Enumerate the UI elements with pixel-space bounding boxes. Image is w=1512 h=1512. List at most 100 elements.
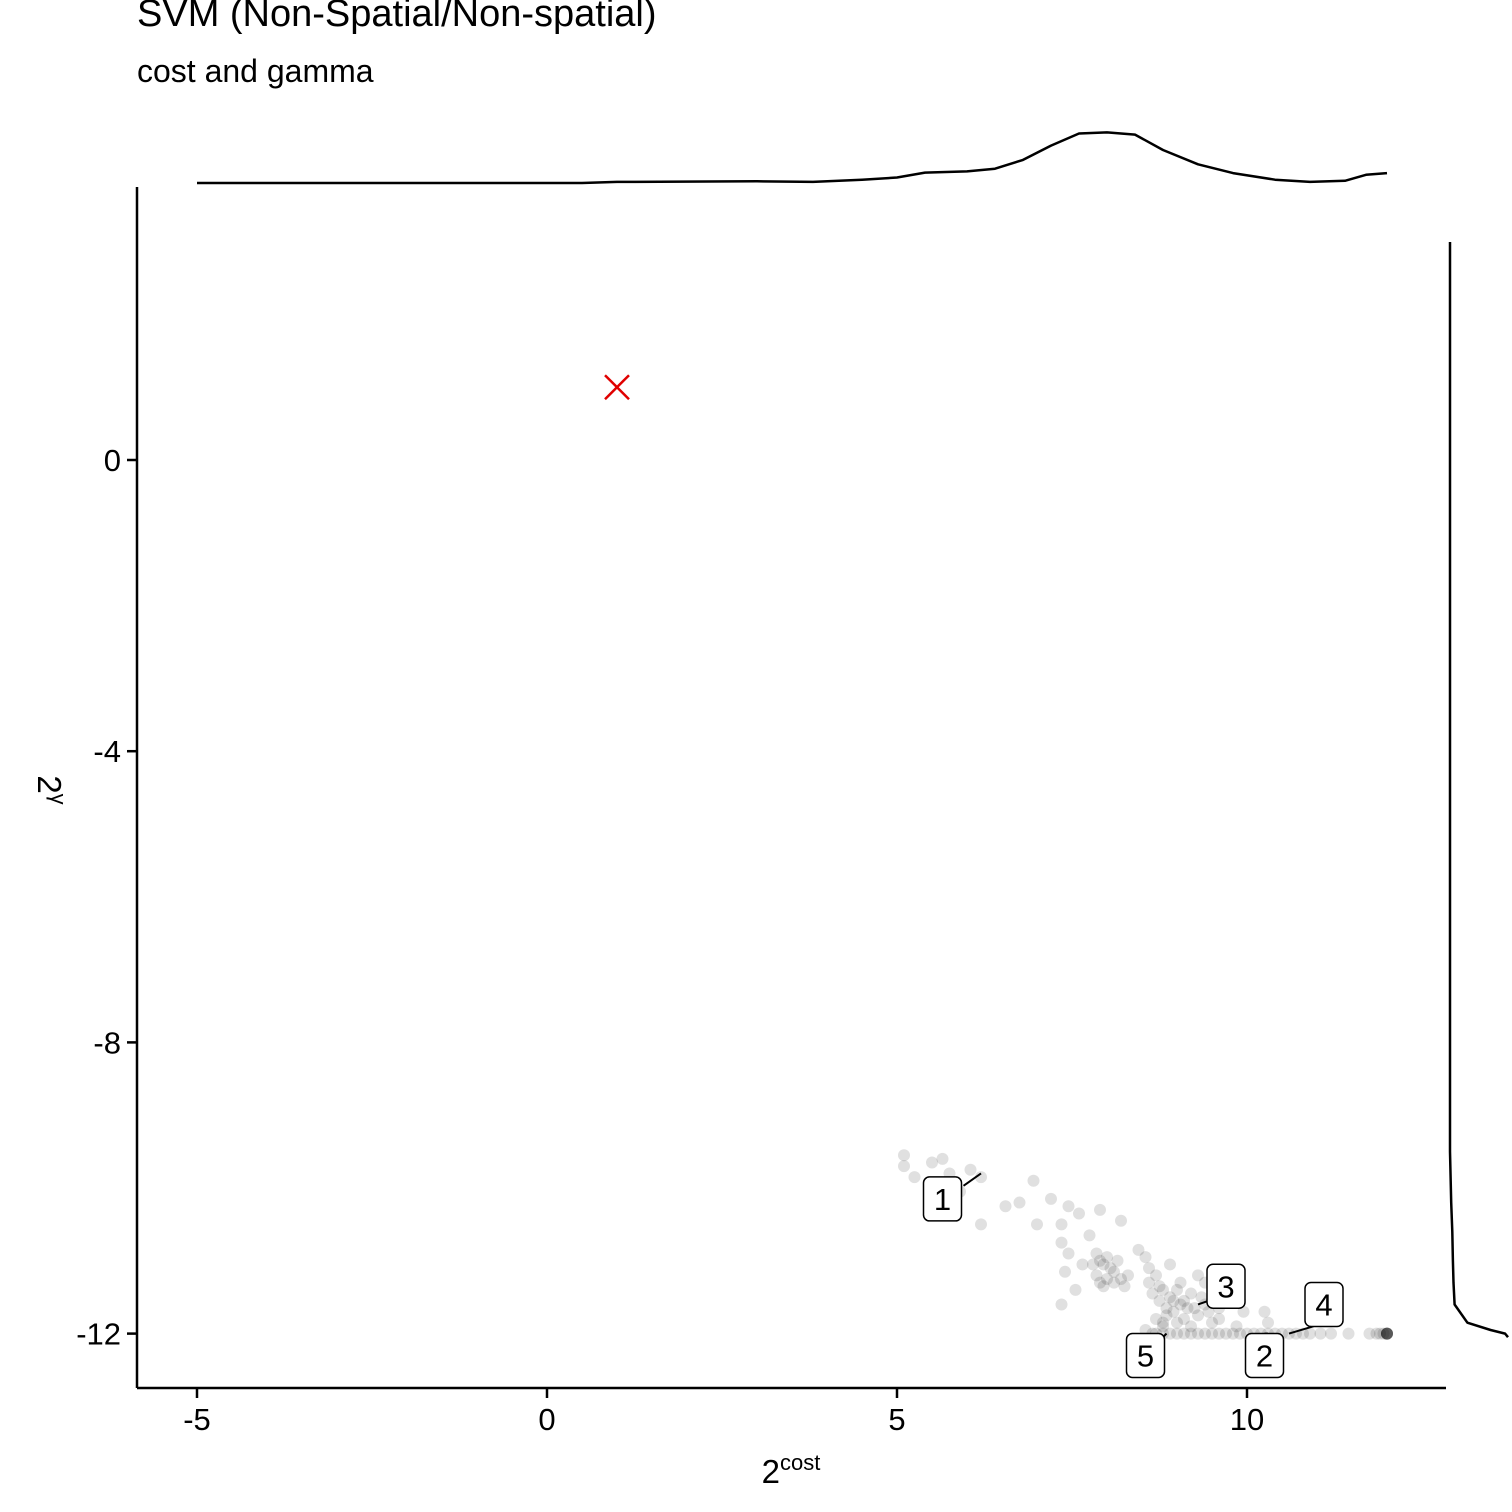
data-point bbox=[1097, 1280, 1110, 1293]
x-axis-title: 2cost bbox=[762, 1450, 821, 1490]
density-curve-x bbox=[197, 131, 1388, 185]
optimum-marker bbox=[604, 374, 630, 401]
data-point bbox=[1069, 1283, 1082, 1296]
data-point bbox=[1314, 1327, 1327, 1340]
data-point bbox=[1164, 1291, 1176, 1304]
data-point bbox=[1153, 1280, 1166, 1293]
y-tick-label: -12 bbox=[76, 1317, 121, 1352]
data-point bbox=[964, 1163, 977, 1176]
label-text: 3 bbox=[1217, 1269, 1234, 1304]
data-point bbox=[1185, 1320, 1197, 1333]
data-point bbox=[1195, 1291, 1208, 1304]
data-point bbox=[1377, 1327, 1390, 1340]
data-point bbox=[1171, 1327, 1183, 1340]
label-text: 4 bbox=[1315, 1287, 1332, 1322]
data-point bbox=[1381, 1327, 1393, 1340]
data-point bbox=[1157, 1320, 1169, 1333]
data-point bbox=[1192, 1309, 1204, 1322]
data-point bbox=[1381, 1327, 1393, 1340]
data-point bbox=[1230, 1320, 1243, 1333]
chart-subtitle: cost and gamma bbox=[137, 53, 374, 89]
data-point bbox=[1234, 1327, 1246, 1340]
label-text: 5 bbox=[1137, 1338, 1154, 1373]
data-point bbox=[1188, 1302, 1201, 1315]
x-tick-label: 0 bbox=[538, 1402, 555, 1437]
data-point bbox=[1157, 1283, 1169, 1296]
marginal-density-x bbox=[197, 131, 1388, 185]
data-point bbox=[1027, 1174, 1040, 1187]
label-text: 2 bbox=[1256, 1338, 1273, 1373]
data-point bbox=[1097, 1258, 1110, 1271]
data-point bbox=[1374, 1327, 1386, 1340]
data-point bbox=[1055, 1236, 1068, 1249]
label-box bbox=[1304, 1281, 1344, 1328]
data-point bbox=[1160, 1309, 1173, 1322]
data-point bbox=[1139, 1251, 1152, 1264]
data-point bbox=[1174, 1276, 1187, 1289]
data-point bbox=[1185, 1287, 1197, 1300]
data-point bbox=[1171, 1283, 1183, 1296]
data-point bbox=[1101, 1251, 1113, 1264]
data-point bbox=[1381, 1327, 1393, 1340]
data-point bbox=[975, 1218, 987, 1231]
data-point bbox=[1381, 1327, 1393, 1340]
data-point bbox=[908, 1171, 921, 1184]
marker-layer bbox=[604, 374, 630, 401]
axes-layer: -5 0 5 10 0 -4 -8 -12 bbox=[76, 187, 1446, 1437]
data-point bbox=[1178, 1313, 1190, 1326]
y-tick-label: -4 bbox=[93, 734, 121, 769]
data-point bbox=[1122, 1269, 1134, 1282]
data-point bbox=[1150, 1313, 1162, 1326]
data-point bbox=[1381, 1327, 1393, 1340]
data-point bbox=[1381, 1327, 1393, 1340]
data-point bbox=[1325, 1327, 1337, 1340]
data-point bbox=[1073, 1207, 1085, 1220]
data-point bbox=[898, 1160, 910, 1173]
data-point bbox=[1258, 1305, 1271, 1318]
data-point bbox=[1013, 1196, 1026, 1209]
data-point bbox=[1055, 1218, 1068, 1231]
data-point bbox=[1381, 1327, 1393, 1340]
label-box bbox=[1244, 1332, 1285, 1379]
data-point bbox=[999, 1200, 1012, 1213]
data-point bbox=[1157, 1316, 1169, 1329]
label-leader bbox=[1288, 1325, 1314, 1335]
data-point bbox=[1090, 1269, 1103, 1282]
data-point bbox=[1363, 1327, 1376, 1340]
data-point bbox=[1167, 1294, 1180, 1307]
data-point bbox=[1094, 1254, 1106, 1267]
data-point bbox=[1227, 1327, 1239, 1340]
data-point bbox=[936, 1152, 949, 1165]
data-point bbox=[975, 1171, 987, 1184]
data-point bbox=[1059, 1265, 1071, 1278]
data-point bbox=[1115, 1214, 1127, 1227]
data-point bbox=[1111, 1254, 1124, 1267]
data-point bbox=[1174, 1298, 1187, 1311]
data-point bbox=[1062, 1200, 1075, 1213]
label-box bbox=[1125, 1332, 1166, 1379]
y-tick-label: -8 bbox=[93, 1025, 121, 1060]
data-point bbox=[1185, 1327, 1197, 1340]
data-point bbox=[1055, 1298, 1068, 1311]
data-point bbox=[1370, 1327, 1383, 1340]
data-point bbox=[1076, 1258, 1089, 1271]
data-point bbox=[1164, 1258, 1176, 1271]
data-point bbox=[1090, 1247, 1103, 1260]
data-point bbox=[1160, 1302, 1173, 1315]
density-curve-y bbox=[1448, 242, 1509, 1338]
data-point bbox=[1115, 1273, 1127, 1285]
data-point bbox=[1104, 1262, 1117, 1275]
data-point bbox=[1146, 1287, 1159, 1300]
y-tick-label: 0 bbox=[104, 443, 121, 478]
data-point bbox=[1192, 1327, 1204, 1340]
data-point bbox=[1150, 1269, 1162, 1282]
label-box bbox=[1206, 1263, 1246, 1310]
data-point bbox=[1083, 1229, 1096, 1242]
data-point bbox=[1143, 1276, 1155, 1289]
data-point bbox=[926, 1156, 938, 1169]
label-box bbox=[922, 1176, 963, 1222]
data-point bbox=[1342, 1327, 1355, 1340]
data-point bbox=[1206, 1316, 1218, 1329]
data-point bbox=[1045, 1192, 1057, 1205]
